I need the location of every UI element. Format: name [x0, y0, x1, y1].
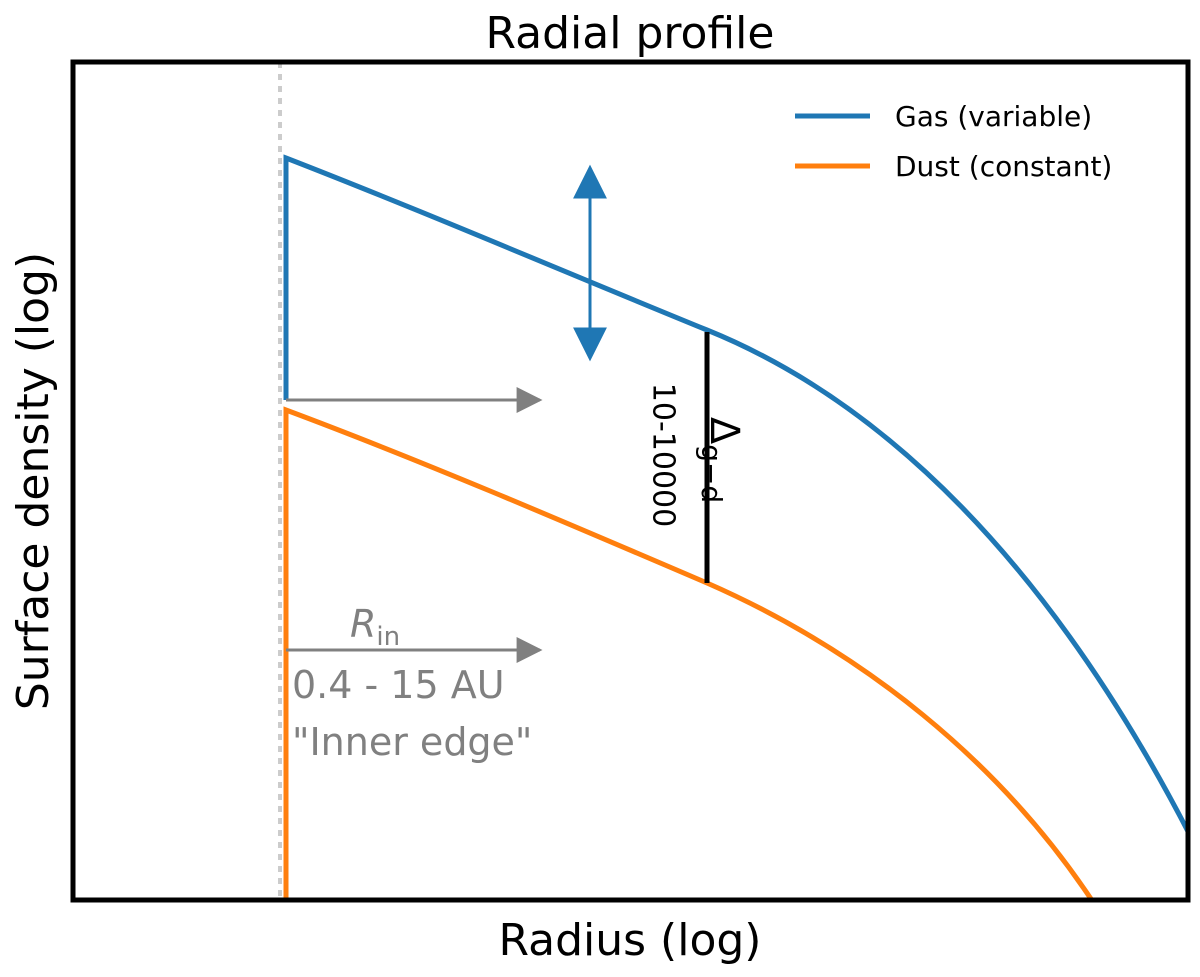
inner-radius-label: Rin — [350, 602, 400, 652]
x-axis-label: Radius (log) — [499, 915, 762, 966]
legend-label: Dust (constant) — [895, 150, 1112, 183]
ratio-symbol: Δ — [701, 417, 747, 445]
y-axis-label: Surface density (log) — [8, 252, 59, 710]
inner-radius-subscript: in — [376, 622, 400, 652]
ratio-label: Δg−d — [695, 417, 747, 503]
ratio-subscript: g−d — [695, 444, 728, 503]
inner-radius-range: 0.4 - 15 AU — [292, 663, 505, 707]
inner-radius-symbol: R — [350, 602, 376, 646]
inner-radius-caption: "Inner edge" — [292, 720, 532, 764]
plot-area — [278, 62, 1188, 900]
dust-curve — [283, 406, 1095, 900]
legend-label: Gas (variable) — [895, 100, 1092, 133]
plot-frame — [70, 59, 1191, 903]
ratio-range: 10-10000 — [646, 383, 681, 527]
legend: Gas (variable) Dust (constant) — [795, 100, 1112, 183]
chart-title: Radial profile — [486, 8, 775, 59]
gas-curve — [283, 154, 1188, 837]
